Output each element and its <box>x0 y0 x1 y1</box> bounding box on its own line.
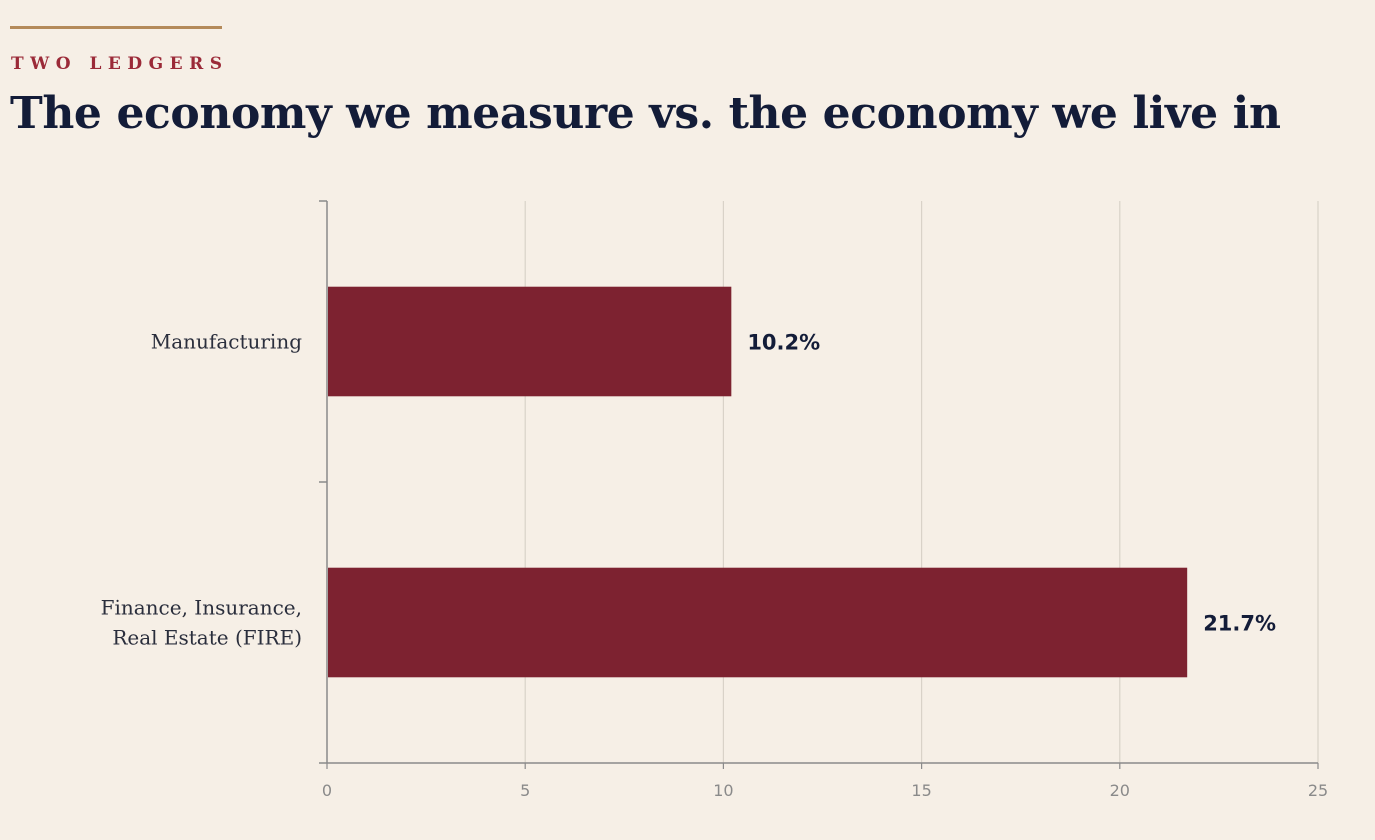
x-tick-label-1: 5 <box>520 781 530 800</box>
category-label-1-1: Real Estate (FIRE) <box>112 626 302 650</box>
page-title: The economy we measure vs. the economy w… <box>10 88 1281 139</box>
bar-0 <box>328 286 732 397</box>
x-tick-label-5: 25 <box>1308 781 1328 800</box>
category-label-1-0: Finance, Insurance, <box>101 596 302 620</box>
value-label-0: 10.2% <box>747 331 820 355</box>
x-tick-label-0: 0 <box>322 781 332 800</box>
bar-1 <box>328 567 1188 678</box>
category-label-0-0: Manufacturing <box>151 330 302 354</box>
header-rule <box>10 26 222 29</box>
x-tick-label-4: 20 <box>1110 781 1130 800</box>
x-tick-label-2: 10 <box>713 781 733 800</box>
kicker-label: TWO LEDGERS <box>11 54 229 74</box>
x-tick-label-3: 15 <box>911 781 931 800</box>
value-label-1: 21.7% <box>1203 612 1276 636</box>
